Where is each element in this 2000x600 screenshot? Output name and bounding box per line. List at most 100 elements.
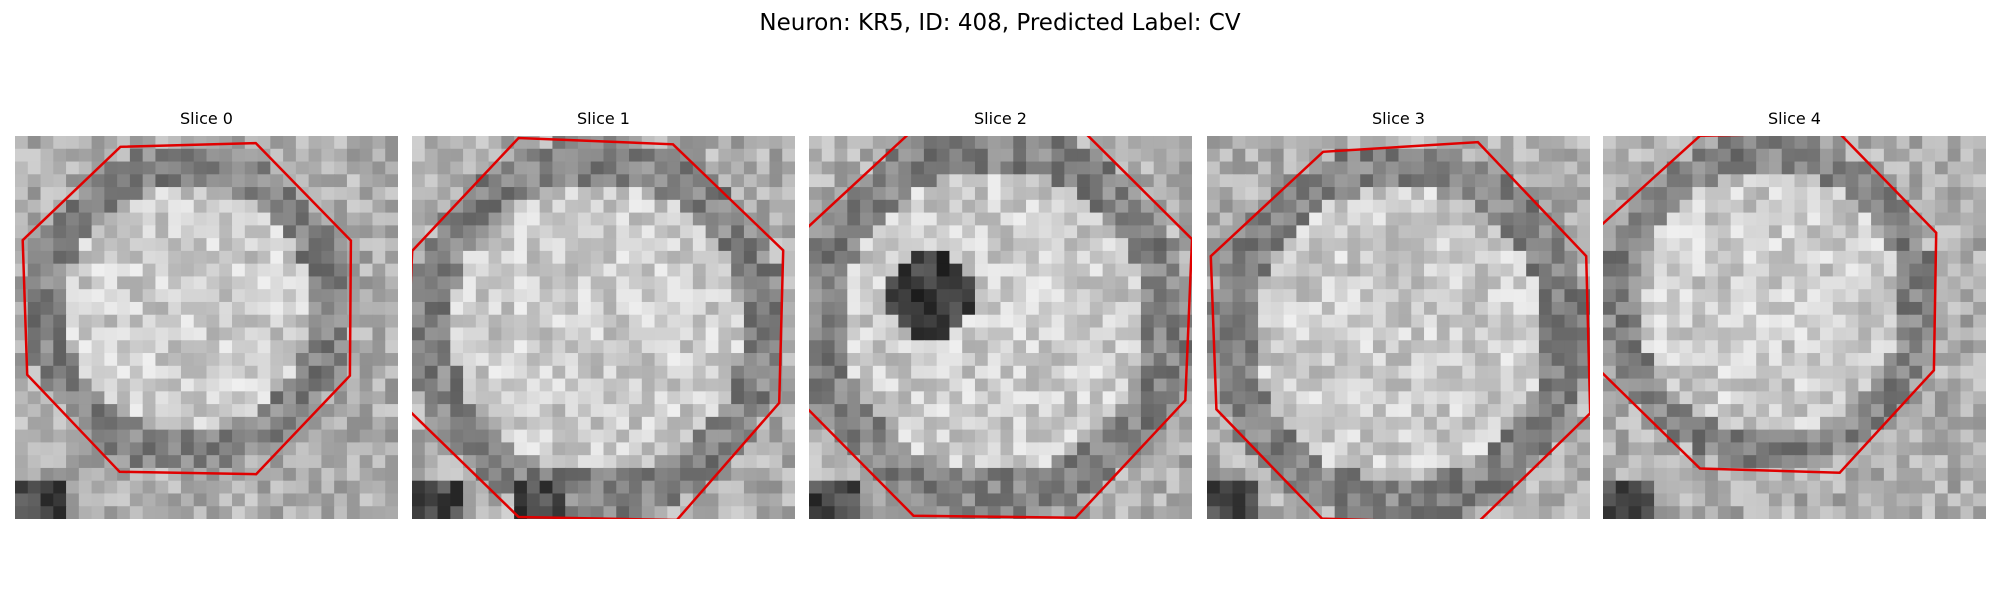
pixel [1603,480,1617,495]
pixel [1577,404,1590,418]
pixel [1347,148,1361,163]
pixel [629,467,643,482]
pixel [1807,199,1821,214]
pixel [1089,404,1104,418]
pixel [463,263,477,278]
pixel [1858,238,1872,252]
pixel [1641,378,1655,392]
pixel [872,506,887,519]
pixel [1692,289,1706,303]
pixel [923,136,938,150]
pixel [936,429,951,443]
pixel [1794,353,1808,367]
pixel [1513,238,1527,252]
pixel [731,493,745,507]
pixel [117,442,131,456]
pixel [1717,455,1732,469]
pixel [1245,442,1259,456]
pixel [334,174,348,188]
pixel [756,148,771,163]
pixel [590,187,605,201]
pixel [898,416,912,431]
pixel [1551,314,1566,329]
pixel [1207,238,1221,252]
pixel [180,187,195,201]
pixel [1219,314,1234,329]
pixel [1013,174,1027,188]
pixel [219,238,233,252]
pixel [1909,263,1923,278]
pixel [590,404,605,418]
pixel [1500,136,1514,150]
pixel [872,378,887,392]
pixel [1219,187,1234,201]
pixel [1768,225,1783,239]
pixel [1424,416,1438,431]
pixel [1385,378,1400,392]
pixel [334,148,348,163]
pixel [1166,225,1180,239]
pixel [718,493,732,507]
pixel [1296,327,1310,341]
pixel [1309,455,1323,469]
pixel [987,391,1002,405]
pixel [1641,493,1655,507]
pixel [1219,276,1234,290]
pixel [1219,263,1234,278]
pixel [1219,225,1234,239]
pixel [1922,301,1936,316]
pixel [1232,225,1246,239]
pixel [1577,148,1590,163]
pixel [552,174,566,188]
pixel [1909,238,1923,252]
pixel [308,506,322,519]
pixel [1768,238,1783,252]
pixel [1436,212,1451,226]
pixel [1705,340,1719,354]
pixel [424,174,439,188]
pixel [359,276,374,290]
pixel [1207,442,1221,456]
pixel [1166,314,1180,329]
pixel [15,199,29,214]
pixel [270,148,284,163]
pixel [1321,340,1336,354]
pixel [1883,340,1898,354]
pixel [1309,416,1323,431]
pixel [1153,136,1168,150]
pixel [616,365,630,380]
pixel [1513,404,1527,418]
pixel [987,314,1002,329]
pixel [40,276,54,290]
pixel [654,506,668,519]
pixel [654,238,668,252]
pixel [1743,263,1757,278]
pixel [577,212,592,226]
pixel [488,212,502,226]
pixel [1628,238,1642,252]
pixel [526,353,541,367]
pixel [334,136,348,150]
pixel [911,480,925,495]
pixel [1807,455,1821,469]
pixel [372,442,386,456]
pixel [91,429,105,443]
pixel [949,148,963,163]
pixel [501,365,515,380]
pixel [1334,416,1349,431]
pixel [1960,506,1974,519]
pixel [936,391,951,405]
pixel [53,365,67,380]
pixel [756,506,771,519]
pixel [193,365,208,380]
pixel [743,442,758,456]
pixel [359,161,374,175]
pixel [1820,365,1834,380]
pixel [1526,174,1540,188]
pixel [321,353,335,367]
pixel [1692,365,1706,380]
pixel [962,480,976,495]
pixel [769,455,783,469]
pixel [1730,136,1745,150]
pixel [1051,493,1065,507]
